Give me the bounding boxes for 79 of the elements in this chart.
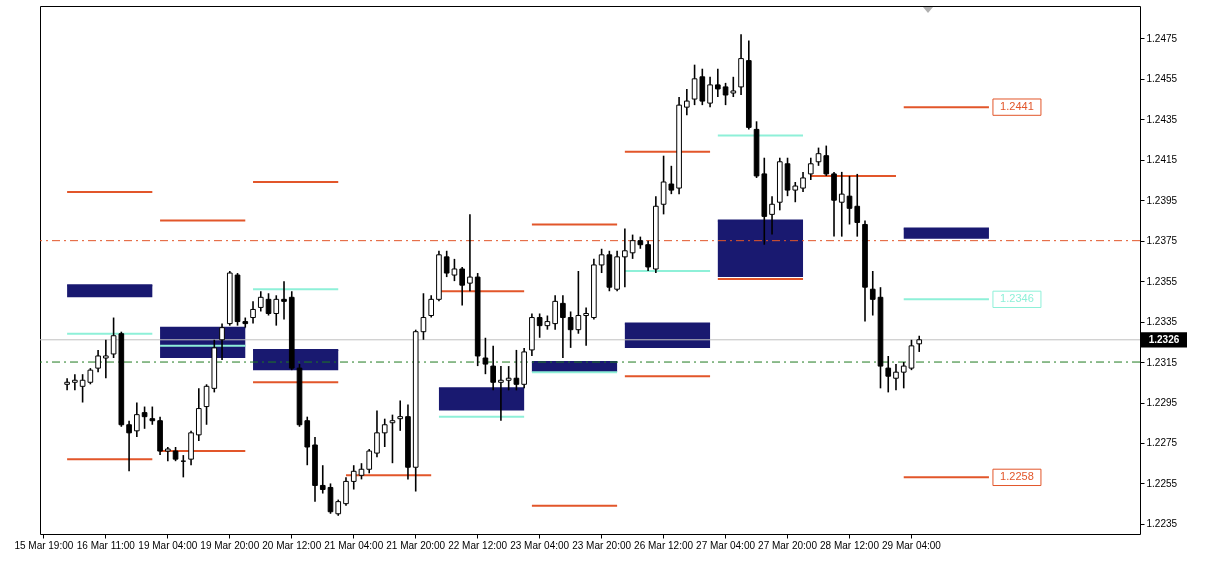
candlestick [815, 146, 822, 167]
candlestick [490, 345, 496, 392]
candlestick [583, 306, 589, 347]
y-tick-label: 1.2375 [1146, 235, 1178, 247]
candlestick [366, 448, 373, 475]
x-tick-label: 19 Mar 20:00 [200, 539, 260, 551]
candlestick [149, 405, 156, 426]
candlestick [250, 300, 256, 325]
candlestick [350, 464, 357, 491]
candlestick [684, 88, 690, 117]
x-tick-label: 15 Mar 19:00 [14, 539, 74, 551]
candlestick [854, 173, 861, 238]
candlestick [645, 239, 651, 272]
candlestick [482, 336, 489, 375]
candlestick [64, 377, 70, 392]
candlestick [103, 338, 109, 380]
candlestick [374, 409, 380, 458]
candlestick [273, 294, 280, 327]
candlestick [707, 76, 713, 108]
candlestick [823, 144, 830, 177]
data-label: 1.2346 [1000, 292, 1034, 305]
candlestick [428, 294, 435, 319]
candlestick [343, 476, 349, 507]
x-tick-label: 26 Mar 12:00 [634, 539, 694, 551]
x-tick-label: 20 Mar 12:00 [262, 539, 322, 551]
candlestick [769, 195, 775, 236]
x-tick-label: 21 Mar 04:00 [324, 539, 384, 551]
x-tick-label: 28 Mar 12:00 [820, 539, 880, 551]
x-tick-label: 16 Mar 11:00 [76, 539, 136, 551]
candlestick [838, 171, 845, 238]
x-tick-label: 27 Mar 04:00 [696, 539, 756, 551]
y-tick-label: 1.2235 [1146, 518, 1178, 530]
y-tick-label: 1.2295 [1146, 397, 1178, 409]
candlestick [141, 405, 148, 430]
y-tick-label: 1.2415 [1146, 154, 1178, 166]
candlestick [95, 349, 101, 373]
x-tick-label: 29 Mar 04:00 [882, 539, 942, 551]
x-tick-label: 23 Mar 20:00 [572, 539, 632, 551]
x-tick-label: 21 Mar 20:00 [386, 539, 446, 551]
candlestick [885, 355, 892, 394]
candlestick [381, 417, 388, 448]
candlestick [319, 464, 326, 495]
y-tick-label: 1.2475 [1146, 32, 1178, 44]
candlestick [893, 363, 899, 392]
candlestick [800, 171, 806, 193]
x-tick-label: 19 Mar 04:00 [138, 539, 198, 551]
candlestick [560, 294, 566, 359]
candlestick [807, 156, 814, 181]
y-tick-label: 1.2315 [1146, 356, 1178, 368]
x-tick-label: 23 Mar 04:00 [510, 539, 570, 551]
candlestick [459, 266, 466, 307]
ref-line-label: 1.2326 [1148, 333, 1180, 345]
y-tick-label: 1.2275 [1146, 437, 1178, 449]
candlestick [397, 399, 404, 432]
candlestick [552, 294, 558, 331]
x-tick-label: 22 Mar 12:00 [448, 539, 508, 551]
candlestick [281, 280, 287, 321]
candlestick [389, 413, 396, 464]
candlestick [908, 338, 915, 371]
candlestick [126, 419, 132, 473]
data-label: 1.2441 [1000, 100, 1034, 113]
y-tick-label: 1.2435 [1146, 113, 1178, 125]
candlestick [714, 67, 721, 98]
data-label: 1.2258 [1000, 470, 1034, 483]
y-tick-label: 1.2355 [1146, 275, 1178, 287]
y-tick-label: 1.2335 [1146, 316, 1178, 328]
candlestick [72, 373, 78, 392]
candlestick [869, 270, 876, 317]
x-tick-label: 27 Mar 20:00 [758, 539, 818, 551]
candlestick [622, 227, 628, 288]
candlestick [134, 401, 140, 438]
y-tick-label: 1.2455 [1146, 73, 1178, 85]
candlestick [219, 322, 225, 361]
candlestick [257, 290, 264, 313]
y-tick-label: 1.2255 [1146, 477, 1178, 489]
y-tick-label: 1.2395 [1146, 194, 1178, 206]
candlestick [900, 361, 907, 390]
candlestick [498, 365, 504, 422]
candlestick [467, 213, 473, 293]
